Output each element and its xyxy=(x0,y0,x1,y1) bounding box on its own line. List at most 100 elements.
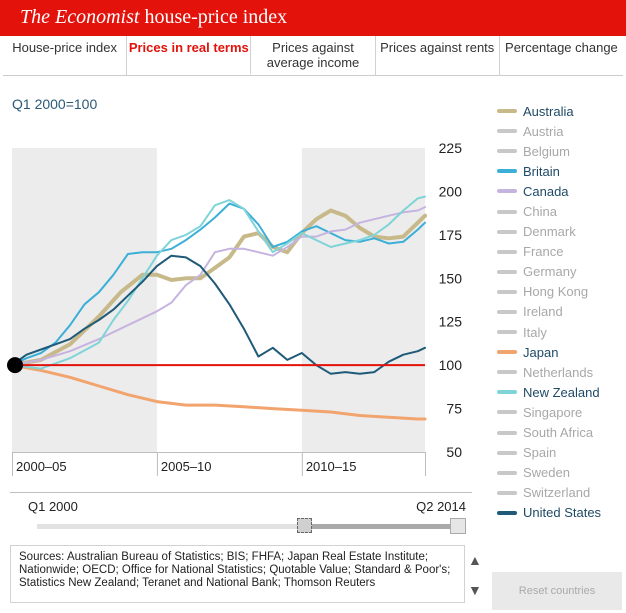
y-tick-label: 150 xyxy=(439,270,463,286)
legend-item[interactable]: Austria xyxy=(497,121,622,141)
tab-2[interactable]: Prices against average income xyxy=(251,36,376,75)
legend-label: Sweden xyxy=(523,465,570,481)
legend-item[interactable]: Canada xyxy=(497,181,622,201)
legend-swatch xyxy=(497,249,517,254)
legend-label: Australia xyxy=(523,103,574,119)
legend-item[interactable]: Denmark xyxy=(497,222,622,242)
legend-item[interactable]: Australia xyxy=(497,101,622,121)
series-line xyxy=(10,363,427,421)
title-brand: The Economist xyxy=(20,6,140,28)
legend: Australia Austria Belgium Britain Canada Chin… xyxy=(497,101,622,523)
slider-end-handle[interactable] xyxy=(450,518,466,534)
legend-swatch xyxy=(497,129,517,134)
legend-label: Austria xyxy=(523,123,564,139)
legend-item[interactable]: Belgium xyxy=(497,141,622,161)
legend-swatch xyxy=(497,169,517,174)
legend-item[interactable]: Ireland xyxy=(497,302,622,322)
x-tick-label: 2010–15 xyxy=(306,459,357,474)
legend-swatch xyxy=(497,450,517,455)
time-slider: Q1 2000 Q2 2014 xyxy=(10,492,472,540)
title-bar: The Economist house-price index xyxy=(0,0,626,36)
legend-label: China xyxy=(523,204,557,220)
legend-swatch xyxy=(497,209,517,214)
legend-swatch xyxy=(497,149,517,154)
legend-label: Netherlands xyxy=(523,364,594,380)
legend-swatch xyxy=(497,410,517,415)
title-rest: house-price index xyxy=(139,6,288,28)
y-tick-label: 100 xyxy=(439,357,463,373)
legend-swatch xyxy=(497,390,517,395)
base-label: Q1 2000=100 xyxy=(12,96,98,112)
legend-item[interactable]: South Africa xyxy=(497,423,622,443)
series-line xyxy=(11,202,426,367)
legend-label: South Africa xyxy=(523,425,594,441)
legend-swatch xyxy=(497,289,517,294)
sources-text: Sources: Australian Bureau of Statistics… xyxy=(10,545,465,603)
legend-item[interactable]: United States xyxy=(497,503,622,523)
series-line xyxy=(11,254,426,375)
legend-item[interactable]: Sweden xyxy=(497,463,622,483)
legend-item[interactable]: Singapore xyxy=(497,402,622,422)
chart: 2000–05 2005–10 2010–15 50 75 100 125 150 175 200… xyxy=(7,140,463,476)
legend-item[interactable]: Switzerland xyxy=(497,483,622,503)
start-point-marker xyxy=(7,357,23,374)
tab-3[interactable]: Prices against rents xyxy=(375,36,500,75)
legend-item[interactable]: New Zealand xyxy=(497,382,622,402)
legend-swatch xyxy=(497,189,517,194)
page-title: The Economist house-price index xyxy=(20,6,287,29)
legend-swatch xyxy=(497,490,517,495)
legend-label: Ireland xyxy=(523,304,563,320)
legend-label: Italy xyxy=(523,324,547,340)
legend-label: Belgium xyxy=(523,143,570,159)
title-bar-fill xyxy=(0,0,626,36)
slider-range-fill xyxy=(304,524,462,529)
legend-item[interactable]: China xyxy=(497,201,622,221)
legend-label: Switzerland xyxy=(523,485,591,501)
legend-swatch xyxy=(497,350,517,355)
legend-swatch xyxy=(497,229,517,234)
y-tick-label: 200 xyxy=(439,183,463,199)
legend-label: Germany xyxy=(523,264,577,280)
series-line xyxy=(11,195,426,370)
legend-label: New Zealand xyxy=(523,384,600,400)
legend-item[interactable]: Japan xyxy=(497,342,622,362)
y-tick-label: 225 xyxy=(439,140,463,156)
slider-start-handle[interactable] xyxy=(297,518,312,533)
legend-swatch xyxy=(497,309,517,314)
legend-swatch xyxy=(497,510,517,515)
slider-track[interactable] xyxy=(37,524,465,529)
legend-label: Japan xyxy=(523,344,559,360)
legend-item[interactable]: Netherlands xyxy=(497,362,622,382)
tab-4[interactable]: Percentage change xyxy=(499,36,624,75)
tab-1[interactable]: Prices in real terms xyxy=(127,36,252,75)
legend-label: United States xyxy=(523,505,602,521)
legend-item[interactable]: Germany xyxy=(497,262,622,282)
scroll-down-icon[interactable]: ▼ xyxy=(468,582,482,598)
x-tick-label: 2000–05 xyxy=(16,459,67,474)
slider-end-label: Q2 2014 xyxy=(416,499,466,514)
legend-label: Canada xyxy=(523,183,569,199)
period-band xyxy=(301,148,425,452)
legend-label: Denmark xyxy=(523,224,576,240)
legend-label: Spain xyxy=(523,445,557,461)
legend-item[interactable]: Britain xyxy=(497,161,622,181)
legend-label: Hong Kong xyxy=(523,284,589,300)
legend-swatch xyxy=(497,330,517,335)
legend-item[interactable]: Italy xyxy=(497,322,622,342)
y-tick-label: 125 xyxy=(439,314,463,330)
series-line xyxy=(11,206,426,367)
tab-bar: House-price index Prices in real terms Pri… xyxy=(3,36,624,76)
legend-label: France xyxy=(523,244,564,260)
legend-swatch xyxy=(497,370,517,375)
tab-0[interactable]: House-price index xyxy=(3,36,128,75)
legend-item[interactable]: France xyxy=(497,242,622,262)
legend-swatch xyxy=(497,470,517,475)
legend-item[interactable]: Spain xyxy=(497,443,622,463)
legend-swatch xyxy=(497,430,517,435)
x-tick-label: 2005–10 xyxy=(161,459,212,474)
period-band xyxy=(156,148,302,452)
y-tick-label: 175 xyxy=(439,227,463,243)
legend-item[interactable]: Hong Kong xyxy=(497,282,622,302)
reset-countries-button[interactable]: Reset countries xyxy=(492,572,622,610)
scroll-up-icon[interactable]: ▲ xyxy=(468,552,482,568)
